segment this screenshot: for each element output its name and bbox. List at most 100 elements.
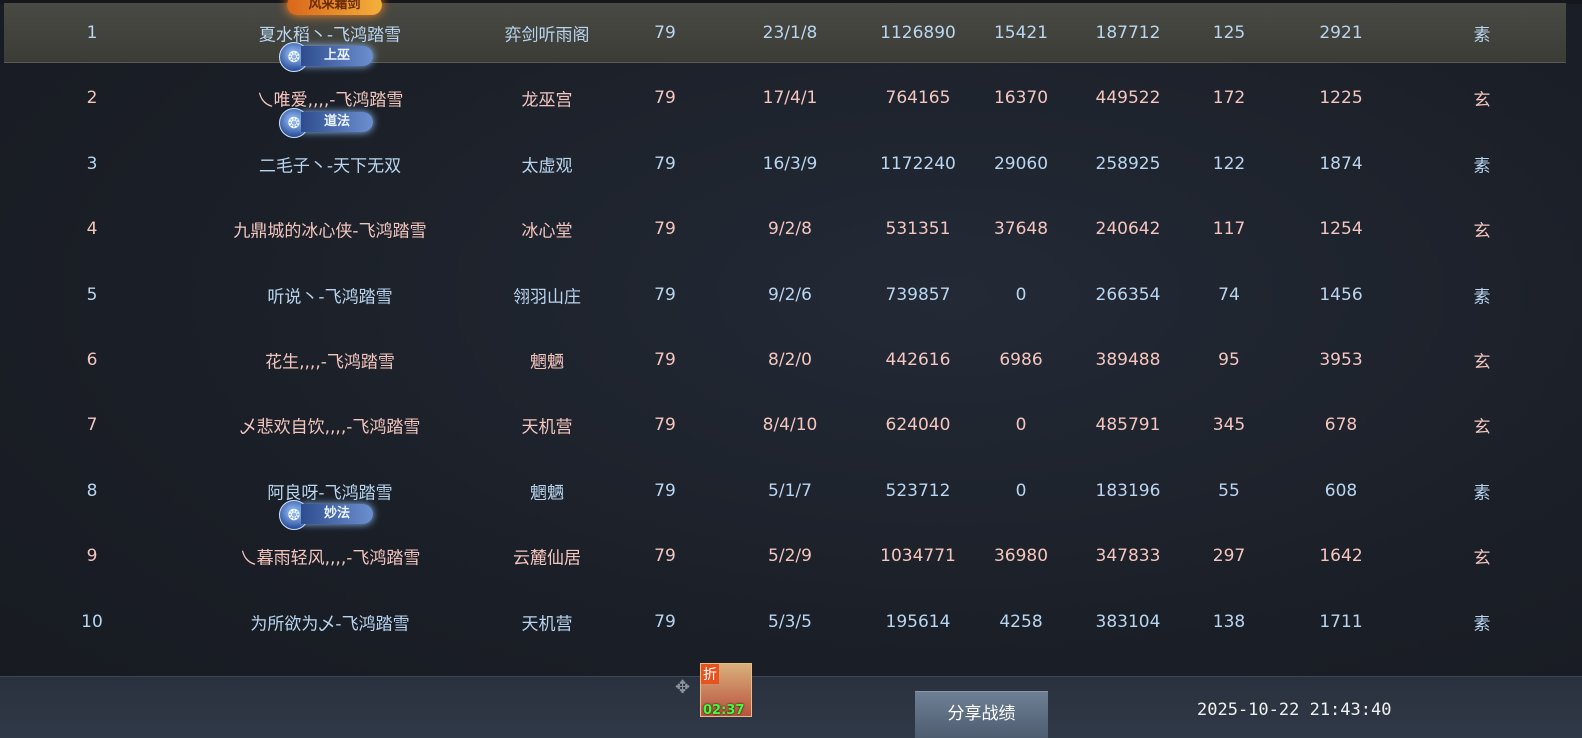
share-results-button[interactable]: 分享战绩	[915, 691, 1048, 738]
sect: 冰心堂	[521, 221, 573, 242]
type: 素	[1473, 25, 1491, 46]
table-row[interactable]: 8 阿良呀-飞鸿踏雪 魍魉 79 5/1/7 523712 0 183196 55 608 素	[4, 461, 1566, 521]
type: 玄	[1473, 352, 1491, 373]
table-row[interactable]: 9 乀暮雨轻风,,,,-飞鸿踏雪 云麓仙居 79 5/2/9 1034771 36980 34…	[4, 500, 1566, 586]
player-name: 听说丶-飞鸿踏雪	[267, 287, 393, 308]
table-row[interactable]: 7 乄悲欢自饮,,,,-飞鸿踏雪 天机营 79 8/4/10 624040 0 485791 3…	[4, 395, 1566, 455]
footer-bar	[0, 676, 1582, 738]
player-name: 花生,,,,-飞鸿踏雪	[265, 352, 395, 373]
heal: 29060	[993, 153, 1049, 174]
heal: 0	[1015, 480, 1027, 501]
sect: 天机营	[521, 614, 573, 635]
damage: 1034771	[880, 546, 956, 567]
kda: 5/3/5	[768, 611, 812, 632]
rank: 7	[86, 415, 98, 436]
title-badge: 风来霜剑	[279, 0, 389, 19]
stat-8: 345	[1212, 415, 1246, 436]
move-handle-icon[interactable]: ✥	[675, 677, 691, 698]
heal: 16370	[993, 88, 1049, 109]
table-row[interactable]: 6 花生,,,,-飞鸿踏雪 魍魉 79 8/2/0 442616 6986 389488 95 3…	[4, 330, 1566, 390]
kda: 5/2/9	[768, 546, 812, 567]
heal: 36980	[993, 546, 1049, 567]
stat-9: 608	[1324, 480, 1358, 501]
rank: 10	[81, 611, 103, 632]
heal: 0	[1015, 284, 1027, 305]
kda: 23/1/8	[762, 23, 818, 43]
damage-taken: 258925	[1095, 153, 1161, 174]
sect: 天机营	[521, 417, 573, 438]
rank: 5	[86, 284, 98, 305]
stat-8: 117	[1212, 219, 1246, 240]
player-name: 为所欲为乄-飞鸿踏雪	[250, 614, 410, 635]
damage-taken: 449522	[1095, 88, 1161, 109]
stat-9: 1225	[1319, 88, 1363, 109]
rank: 9	[86, 546, 98, 567]
damage: 523712	[885, 480, 951, 501]
kda: 5/1/7	[768, 480, 812, 501]
table-row[interactable]: 10 为所欲为乄-飞鸿踏雪 天机营 79 5/3/5 195614 4258 383104 13…	[4, 592, 1566, 652]
heal: 37648	[993, 219, 1049, 240]
level: 79	[654, 415, 676, 436]
badge-label: 风来霜剑	[287, 0, 382, 15]
level: 79	[654, 480, 676, 501]
player-name: 九鼎城的冰心侠-飞鸿踏雪	[233, 221, 427, 242]
rank: 8	[86, 480, 98, 501]
type: 素	[1473, 614, 1491, 635]
stat-9: 1456	[1319, 284, 1363, 305]
stat-9: 3953	[1319, 350, 1363, 370]
badge-label: 妙法	[301, 504, 373, 525]
player-name: 阿良呀-飞鸿踏雪	[267, 483, 393, 504]
player-name: 乀暮雨轻风,,,,-飞鸿踏雪	[239, 548, 421, 569]
damage: 1126890	[880, 23, 956, 43]
heal: 0	[1015, 415, 1027, 436]
sect: 翎羽山庄	[513, 287, 581, 308]
stat-9: 1642	[1319, 546, 1363, 567]
kda: 8/4/10	[762, 415, 818, 436]
damage: 442616	[885, 350, 951, 370]
kda: 9/2/6	[768, 284, 812, 305]
stat-8: 55	[1218, 480, 1240, 501]
discount-item-button[interactable]: 折 02:37	[700, 663, 752, 718]
damage: 531351	[885, 219, 951, 240]
type: 素	[1473, 287, 1491, 308]
timestamp: 2025-10-22 21:43:40	[1197, 700, 1392, 720]
level: 79	[654, 219, 676, 240]
player-name: 夏水稻丶-飞鸿踏雪	[258, 25, 402, 46]
type: 素	[1473, 483, 1491, 504]
discount-label: 折	[701, 664, 719, 684]
damage: 1172240	[880, 153, 956, 174]
heal: 4258	[999, 611, 1043, 632]
level: 79	[654, 153, 676, 174]
stat-8: 95	[1218, 350, 1240, 370]
table-row[interactable]: 4 九鼎城的冰心侠-飞鸿踏雪 冰心堂 79 9/2/8 531351 37648 240642…	[4, 199, 1566, 259]
table-row[interactable]: 3 二毛子丶-天下无双 太虚观 79 16/3/9 1172240 29060 258925 1…	[4, 107, 1566, 194]
rank: 2	[86, 88, 98, 109]
stat-9: 2921	[1319, 23, 1363, 43]
heal: 6986	[999, 350, 1043, 370]
kda: 16/3/9	[762, 153, 818, 174]
damage-taken: 266354	[1095, 284, 1161, 305]
sect: 太虚观	[521, 156, 573, 177]
item-timer: 02:37	[703, 703, 745, 718]
sect: 弈剑听雨阁	[504, 25, 590, 46]
stat-9: 1874	[1319, 153, 1363, 174]
kda: 9/2/8	[768, 219, 812, 240]
type: 玄	[1473, 221, 1491, 242]
sect: 魍魉	[530, 483, 564, 504]
sect: 魍魉	[530, 352, 564, 373]
table-row[interactable]: 5 听说丶-飞鸿踏雪 翎羽山庄 79 9/2/6 739857 0 266354 74 1456 素	[4, 265, 1566, 325]
rank: 1	[86, 23, 98, 43]
damage-taken: 383104	[1095, 611, 1161, 632]
level: 79	[654, 350, 676, 370]
player-name: 乀唯爱,,,,-飞鸿踏雪	[256, 90, 404, 111]
level: 79	[654, 23, 676, 43]
kda: 8/2/0	[768, 350, 812, 370]
type: 玄	[1473, 548, 1491, 569]
damage-taken: 183196	[1095, 480, 1161, 501]
stat-8: 297	[1212, 546, 1246, 567]
table-row[interactable]: 2 乀唯爱,,,,-飞鸿踏雪 龙巫宫 79 17/4/1 764165 16370 44952…	[4, 42, 1566, 128]
sect: 龙巫宫	[521, 90, 573, 111]
stat-9: 1254	[1319, 219, 1363, 240]
table-row[interactable]: 1 夏水稻丶-飞鸿踏雪 弈剑听雨阁 79 23/1/8 1126890 15421 18771…	[4, 0, 1566, 63]
player-name: 乄悲欢自饮,,,,-飞鸿踏雪	[239, 417, 421, 438]
